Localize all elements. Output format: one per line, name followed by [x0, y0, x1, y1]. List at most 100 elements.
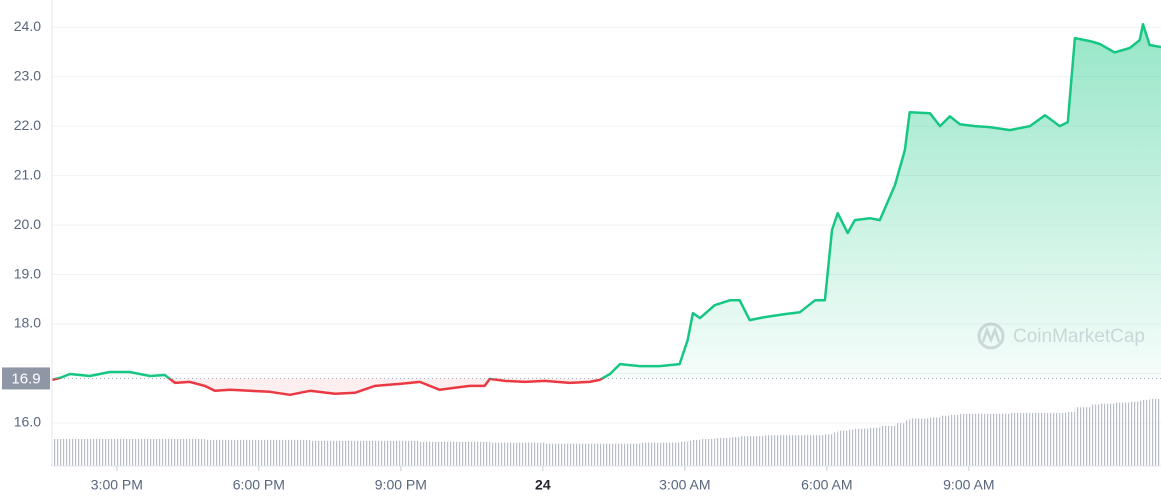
- volume-bar: [1090, 404, 1100, 466]
- y-tick-label: 20.0: [14, 216, 41, 232]
- volume-bar: [1074, 407, 1091, 466]
- x-tick-label: 6:00 PM: [233, 477, 285, 493]
- volume-bar: [1067, 411, 1075, 466]
- volume-bar: [335, 440, 355, 466]
- volume-bar: [1059, 412, 1068, 466]
- x-tick-label: 9:00 PM: [375, 477, 427, 493]
- volume-bar: [189, 438, 205, 466]
- volume-bar: [687, 440, 693, 466]
- volume-bar: [854, 428, 870, 466]
- volume-bar: [749, 436, 765, 466]
- price-line-up: [52, 22, 1161, 379]
- volume-bar: [454, 441, 470, 466]
- volume-bar: [1129, 401, 1140, 466]
- volume-bar: [1099, 403, 1115, 466]
- volume-bar: [1139, 400, 1144, 466]
- volume-bar: [60, 438, 70, 466]
- y-tick-label: 16.0: [14, 414, 41, 430]
- volume-bar: [974, 413, 990, 466]
- volume-bar: [249, 439, 270, 466]
- volume-bar: [214, 439, 230, 466]
- volume-bar: [894, 423, 905, 466]
- volume-bar: [764, 435, 785, 466]
- x-tick-label: 3:00 AM: [659, 477, 710, 493]
- volume-bar: [439, 441, 455, 466]
- x-tick-label: 6:00 AM: [801, 477, 852, 493]
- price-line-down: [51, 378, 605, 397]
- volume-bar: [610, 443, 620, 466]
- y-tick-label: 23.0: [14, 67, 41, 83]
- volume-bar: [1045, 412, 1060, 466]
- y-tick-label: 19.0: [14, 265, 41, 281]
- watermark-text: CoinMarketCap: [1013, 326, 1145, 347]
- area-up: [52, 24, 1161, 379]
- volume-bar: [544, 443, 570, 466]
- volume-bar: [524, 442, 545, 466]
- volume-bar: [739, 436, 750, 466]
- y-tick-label: 21.0: [14, 166, 41, 182]
- volume-bar: [129, 438, 150, 466]
- volume-bar: [164, 438, 176, 466]
- watermark: CoinMarketCap: [977, 322, 1145, 350]
- volume-bar: [959, 413, 975, 466]
- volume-bar: [419, 441, 440, 466]
- volume-bar: [484, 441, 490, 466]
- volume-bar: [1143, 399, 1150, 466]
- volume-bar: [904, 420, 910, 466]
- baseline-label-bg: [2, 367, 50, 390]
- y-tick-label: 24.0: [14, 18, 41, 34]
- volume-bar: [909, 418, 931, 466]
- volume-bar: [269, 439, 291, 466]
- volume-bar: [679, 441, 688, 466]
- volume-bar: [799, 435, 815, 466]
- volume-bar: [374, 440, 400, 466]
- volume-bar: [659, 442, 680, 466]
- volume-bar: [399, 440, 420, 466]
- volume-bar: [469, 441, 485, 466]
- volume-bar: [589, 443, 600, 466]
- volume-bar: [149, 438, 165, 466]
- volume-bar: [309, 440, 336, 466]
- volume-bar: [847, 429, 855, 466]
- volume-bar: [52, 438, 61, 466]
- volume-bar: [1114, 402, 1130, 466]
- volume-bar: [814, 435, 825, 466]
- volume-bar: [290, 439, 310, 466]
- volume-bar: [89, 438, 110, 466]
- y-tick-label: 18.0: [14, 315, 41, 331]
- volume-bar: [69, 438, 90, 466]
- volume-bar: [619, 443, 640, 466]
- volume-bar: [879, 425, 895, 466]
- volume-bar: [699, 438, 715, 466]
- volume-bar: [824, 434, 833, 466]
- volume-bar: [639, 442, 660, 466]
- volume-bar: [939, 415, 950, 466]
- volume-bar: [832, 432, 838, 466]
- volume-bar: [930, 417, 940, 466]
- area-down: [52, 378, 603, 395]
- volume-bar: [989, 413, 1011, 466]
- x-tick-label: 9:00 AM: [943, 477, 994, 493]
- volume-bar: [869, 427, 880, 466]
- volume-bar: [204, 439, 215, 466]
- baseline-label: 16.9: [11, 370, 40, 387]
- volume-bar: [109, 438, 130, 466]
- y-tick-label: 22.0: [14, 117, 41, 133]
- volume-bar: [569, 443, 590, 466]
- volume-bar: [175, 438, 190, 466]
- volume-bar: [1029, 412, 1046, 466]
- volume-bar: [949, 414, 960, 466]
- volume-bar: [229, 439, 250, 466]
- volume-bar: [504, 442, 525, 466]
- x-tick-label: 3:00 PM: [91, 477, 143, 493]
- volume-bar: [599, 443, 611, 466]
- volume-bar: [489, 442, 505, 466]
- volume-bar: [354, 440, 375, 466]
- volume-bar: [714, 438, 730, 466]
- volume-bar: [1149, 398, 1161, 466]
- volume-bar: [729, 437, 740, 466]
- volume-bar: [784, 435, 800, 466]
- volume-bar: [692, 439, 700, 466]
- x-tick-label: 24: [535, 477, 551, 493]
